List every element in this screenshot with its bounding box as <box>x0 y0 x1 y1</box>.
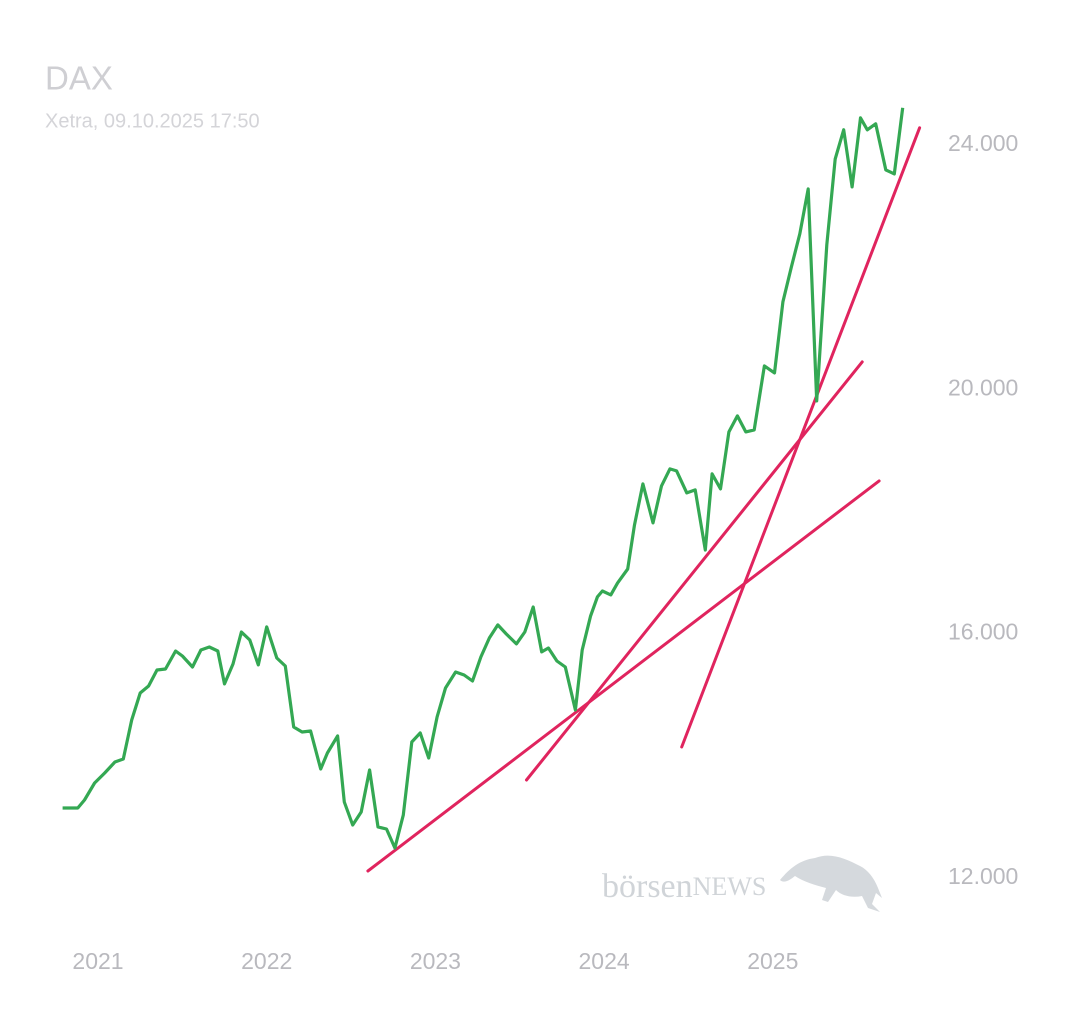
y-tick-label: 24.000 <box>948 130 1018 156</box>
chart-title: DAX <box>45 60 113 97</box>
trend-line <box>366 479 881 873</box>
x-tick-label: 2025 <box>747 948 798 974</box>
y-tick-label: 20.000 <box>948 374 1018 400</box>
watermark-part: NEWS <box>693 872 767 901</box>
x-tick-label: 2024 <box>579 948 630 974</box>
watermark-text: börsenNEWS <box>602 868 766 905</box>
chart-subtitle: Xetra, 09.10.2025 17:50 <box>45 110 260 132</box>
x-tick-label: 2023 <box>410 948 461 974</box>
x-tick-label: 2022 <box>241 948 292 974</box>
watermark-part: börsen <box>602 868 693 905</box>
watermark: börsenNEWS <box>602 855 882 912</box>
y-tick-label: 12.000 <box>948 863 1018 889</box>
trend-line <box>525 360 864 782</box>
price-line <box>62 107 905 850</box>
watermark-bull <box>780 855 882 912</box>
y-tick-label: 16.000 <box>948 619 1018 645</box>
trend-line <box>680 126 922 749</box>
x-tick-label: 2021 <box>72 948 123 974</box>
